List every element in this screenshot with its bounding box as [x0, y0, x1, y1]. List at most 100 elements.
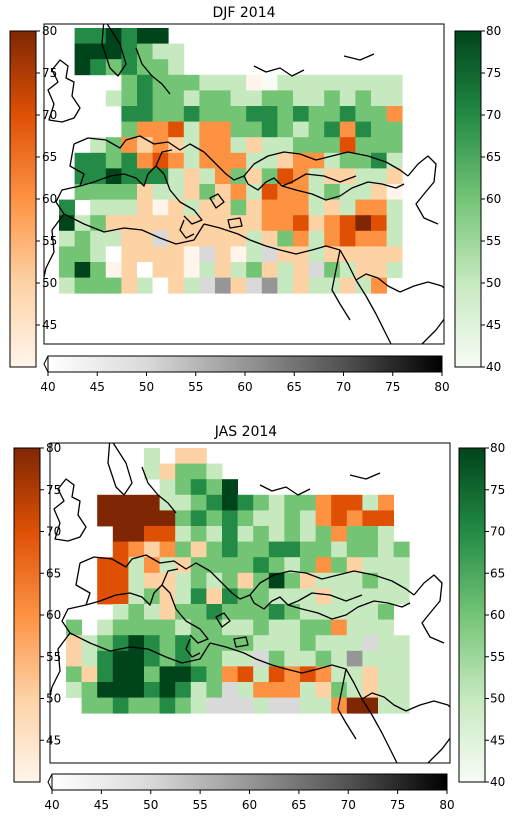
heatmap-cell — [277, 277, 294, 294]
heatmap-cell — [378, 510, 394, 527]
heatmap-cell — [137, 74, 153, 91]
heatmap-cell — [339, 184, 356, 200]
heatmap-cell — [199, 168, 216, 185]
coastlines — [50, 443, 450, 763]
heatmap-cell — [152, 43, 169, 60]
colorbar-tick-label: 60 — [46, 608, 61, 622]
heatmap-cell — [152, 59, 169, 76]
heatmap-cell — [230, 199, 247, 216]
heatmap-cell — [215, 74, 231, 91]
heatmap-cell — [324, 262, 341, 278]
heatmap-cell — [253, 588, 270, 605]
colorbar-tick-label: 80 — [486, 24, 501, 38]
heatmap-cell — [199, 277, 216, 294]
heatmap-cell — [277, 106, 294, 122]
heatmap-cell — [190, 666, 207, 683]
heatmap-cell — [284, 510, 301, 527]
heatmap-cell — [261, 168, 278, 185]
heatmap-cell — [355, 137, 372, 154]
heatmap-cell — [168, 152, 185, 169]
heatmap-cell — [168, 43, 185, 60]
colorbar-tick-label: 60 — [490, 608, 505, 622]
heatmap-cell — [152, 199, 169, 216]
heatmap-cell — [261, 121, 278, 138]
heatmap-cell — [246, 262, 263, 278]
colorbar-ticks: 45 50 55 60 65 70 75 80 — [36, 24, 57, 332]
heatmap-cell — [393, 697, 410, 714]
colorbar-tick-label: 45 — [90, 380, 105, 394]
heatmap-cell — [128, 682, 145, 698]
heatmap-cell — [371, 137, 387, 154]
heatmap-cell — [237, 682, 254, 698]
coastline — [73, 135, 205, 153]
heatmap-cell — [90, 246, 107, 263]
heatmap-cell — [253, 510, 270, 527]
heatmap-cell — [175, 682, 192, 698]
coastline — [331, 249, 351, 321]
heatmap-cell — [324, 199, 341, 216]
heatmap-cell — [268, 526, 285, 542]
heatmap-cell — [183, 106, 200, 122]
heatmap-cell — [144, 526, 160, 542]
coastline — [53, 478, 87, 542]
heatmap-cell — [66, 635, 82, 652]
heatmap-cell — [268, 510, 285, 527]
heatmap-cell — [230, 106, 247, 122]
heatmap-cell — [362, 494, 379, 511]
coastline — [135, 47, 171, 95]
heatmap-cell — [183, 168, 200, 185]
heatmap-cell — [137, 28, 153, 44]
colorbar-greys-bottom: 40 45 50 55 60 65 70 75 80 — [40, 355, 450, 394]
heatmap-cell — [315, 557, 332, 574]
heatmap-cell — [300, 588, 316, 605]
heatmap-cell — [206, 604, 223, 620]
coastline — [47, 59, 81, 123]
heatmap-cell — [268, 572, 285, 589]
heatmap-cell — [253, 541, 270, 558]
heatmap-cell — [261, 184, 278, 200]
coastline — [259, 484, 311, 496]
heatmap-cell — [355, 106, 372, 122]
heatmap-cell — [215, 277, 231, 294]
heatmap-cell — [97, 666, 114, 683]
colorbar-tick-label: 80 — [490, 441, 505, 455]
heatmap-cell — [128, 604, 145, 620]
heatmap-cell — [128, 650, 145, 667]
heatmap-cell — [371, 184, 387, 200]
heatmap-cell — [128, 557, 145, 574]
heatmap-cell — [175, 697, 192, 714]
heatmap-cell — [183, 90, 200, 107]
heatmap-cell — [183, 199, 200, 216]
heatmap-cell — [121, 152, 138, 169]
heatmap-cell — [121, 230, 138, 247]
heatmap-cell — [199, 215, 216, 232]
colorbar-greys-fill — [51, 773, 448, 791]
heatmap-cell — [300, 494, 316, 511]
heatmap-cell — [215, 262, 231, 278]
map-area — [50, 443, 450, 763]
heatmap-cell — [371, 106, 387, 122]
coastline — [339, 249, 392, 344]
heatmap-cell — [112, 682, 129, 698]
heatmap-cell — [199, 199, 216, 216]
heatmap-cell — [308, 121, 325, 138]
heatmap-cell — [386, 74, 403, 91]
heatmap-cell — [199, 137, 216, 154]
heatmap-cell — [386, 168, 403, 185]
heatmap-cell — [159, 463, 176, 480]
heatmap-cell — [308, 106, 325, 122]
heatmap-cell — [66, 666, 82, 683]
heatmap-cell — [105, 230, 122, 247]
heatmap-cell — [284, 697, 301, 714]
heatmap-cell — [144, 604, 160, 620]
heatmap-cell — [386, 262, 403, 278]
heatmap-cell — [339, 230, 356, 247]
coastline — [243, 151, 409, 177]
heatmap-cell — [378, 604, 394, 620]
coastline — [337, 668, 357, 740]
heatmap-cell — [159, 510, 176, 527]
heatmap-cell — [121, 121, 138, 138]
heatmap-cell — [362, 635, 379, 652]
coastline — [405, 700, 450, 763]
heatmap-cell — [230, 137, 247, 154]
